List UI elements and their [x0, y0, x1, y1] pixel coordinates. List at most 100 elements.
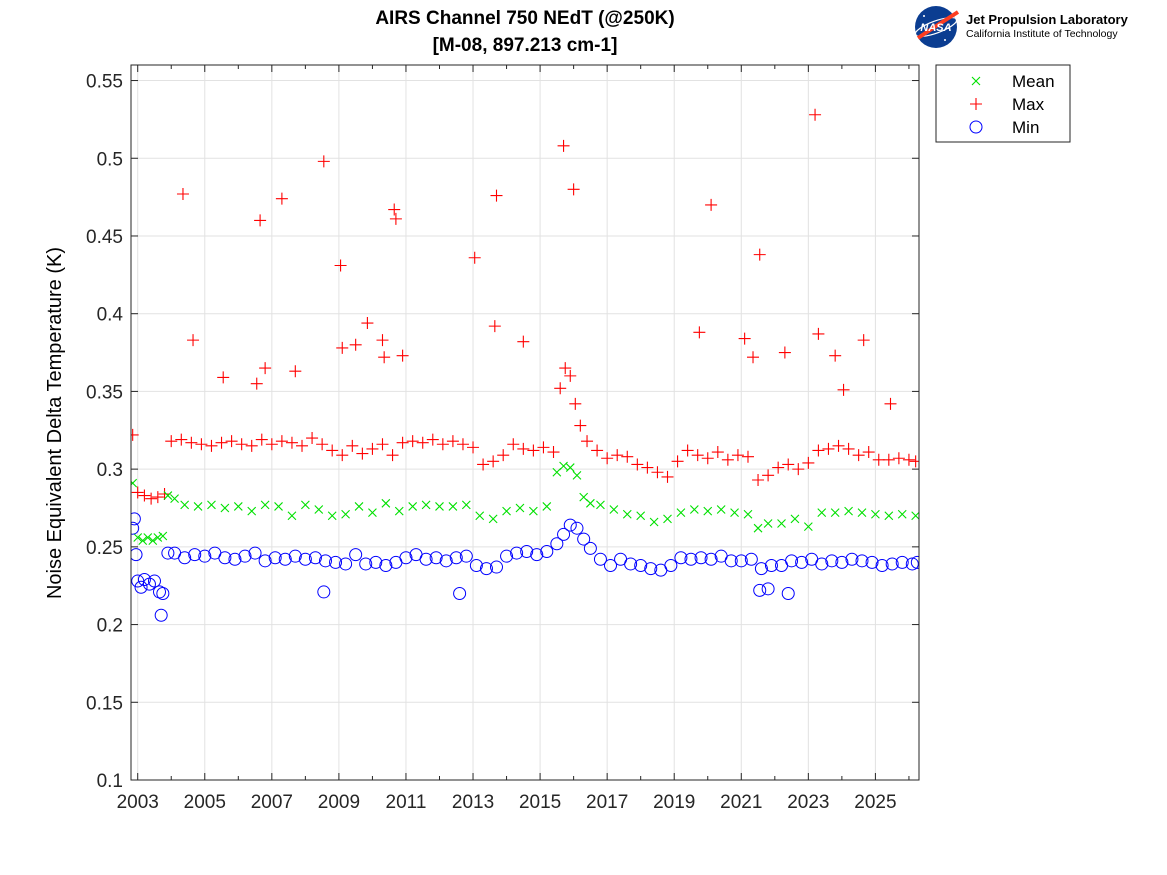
axes-box — [130, 64, 920, 781]
data-point-max — [554, 382, 567, 395]
y-tick-label: 0.1 — [97, 771, 123, 792]
data-point-max — [711, 446, 724, 459]
x-tick-label: 2011 — [386, 792, 427, 813]
data-point-max — [275, 192, 288, 205]
data-point-max — [151, 491, 164, 504]
data-point-max — [145, 492, 158, 505]
data-point-min — [540, 545, 554, 559]
data-point-mean — [435, 502, 444, 511]
data-point-min — [131, 512, 141, 526]
data-point-mean — [596, 500, 605, 510]
x-tick-label: 2005 — [184, 792, 226, 813]
data-point-mean — [158, 531, 168, 541]
x-tick-label: 2021 — [720, 792, 762, 813]
data-point-mean — [368, 508, 377, 518]
data-point-max — [176, 188, 189, 201]
data-point-min — [835, 555, 849, 569]
data-point-mean — [421, 500, 431, 510]
data-point-min — [248, 546, 262, 560]
data-point-min — [154, 608, 168, 622]
data-point-min — [644, 562, 658, 576]
data-point-max — [747, 351, 760, 364]
data-point-min — [198, 549, 212, 563]
data-point-max — [762, 469, 775, 482]
data-point-min — [469, 559, 483, 572]
x-tick-label: 2003 — [117, 792, 159, 813]
data-point-max — [245, 439, 258, 452]
data-point-min — [865, 555, 879, 569]
jpl-logo: NASA Jet Propulsion Laboratory Californi… — [912, 4, 1152, 50]
data-point-max — [581, 435, 594, 448]
data-point-max — [691, 449, 704, 462]
data-point-min — [228, 552, 242, 566]
data-point-max — [517, 335, 530, 348]
data-point-mean — [542, 502, 552, 511]
x-tick-label: 2007 — [251, 792, 293, 813]
data-point-max — [705, 198, 718, 211]
data-point-min — [845, 552, 859, 566]
data-point-min — [694, 551, 708, 565]
data-point-max — [701, 452, 714, 465]
caltech-name: California Institute of Technology — [966, 28, 1118, 40]
data-point-min — [178, 551, 192, 565]
data-point-max — [235, 438, 248, 451]
data-point-mean — [830, 508, 840, 518]
data-point-mean — [170, 494, 179, 504]
data-point-max — [527, 444, 540, 457]
legend-marker-max — [970, 98, 982, 110]
data-point-mean — [689, 505, 699, 514]
data-point-min — [815, 557, 829, 571]
data-point-max — [376, 334, 389, 347]
data-point-max — [131, 486, 144, 499]
data-point-mean — [180, 500, 190, 510]
y-tick-label: 0.55 — [86, 72, 123, 93]
data-point-max — [641, 461, 654, 474]
x-tick-label: 2015 — [519, 792, 561, 813]
data-point-mean — [663, 514, 672, 524]
data-point-max — [822, 442, 835, 455]
data-point-max — [378, 351, 391, 364]
data-point-mean — [300, 500, 310, 510]
data-point-max — [772, 461, 785, 474]
data-point-max — [884, 397, 897, 410]
data-point-max — [611, 449, 624, 462]
y-tick-label: 0.35 — [86, 382, 123, 403]
data-point-max — [738, 332, 751, 345]
data-point-max — [436, 438, 449, 451]
data-point-mean — [193, 502, 203, 511]
legend-label-max: Max — [1012, 95, 1045, 114]
data-point-max — [862, 446, 875, 459]
data-point-mean — [502, 506, 511, 516]
nasa-meatball-icon: NASA — [914, 6, 960, 48]
data-point-mean — [716, 505, 726, 514]
data-point-max — [215, 436, 228, 449]
data-point-mean — [559, 461, 568, 471]
legend-label-min: Min — [1012, 118, 1039, 137]
data-point-max — [792, 463, 805, 476]
data-point-max — [406, 435, 419, 448]
data-point-min — [489, 560, 503, 574]
data-point-min — [530, 548, 544, 562]
data-point-mean — [897, 509, 907, 519]
data-point-mean — [138, 536, 148, 546]
data-point-min — [339, 557, 353, 571]
data-point-mean — [871, 509, 880, 519]
legend: Mean Max Min — [935, 64, 1071, 143]
data-point-min — [550, 537, 564, 551]
data-point-min — [684, 552, 698, 566]
data-point-min — [604, 559, 618, 572]
data-point-max — [388, 203, 401, 216]
data-point-min — [674, 551, 688, 565]
data-point-min — [753, 583, 767, 597]
data-point-mean — [287, 511, 297, 521]
data-point-max — [537, 441, 550, 454]
y-axis-label: Noise Equivalent Delta Temperature (K) — [44, 247, 66, 599]
data-point-max — [778, 346, 791, 359]
data-point-max — [661, 470, 674, 483]
data-point-min — [161, 546, 175, 560]
data-point-mean — [817, 508, 827, 518]
data-point-max — [361, 317, 374, 330]
data-point-max — [564, 369, 577, 382]
data-point-min — [399, 551, 413, 565]
y-tick-label: 0.4 — [97, 305, 124, 326]
